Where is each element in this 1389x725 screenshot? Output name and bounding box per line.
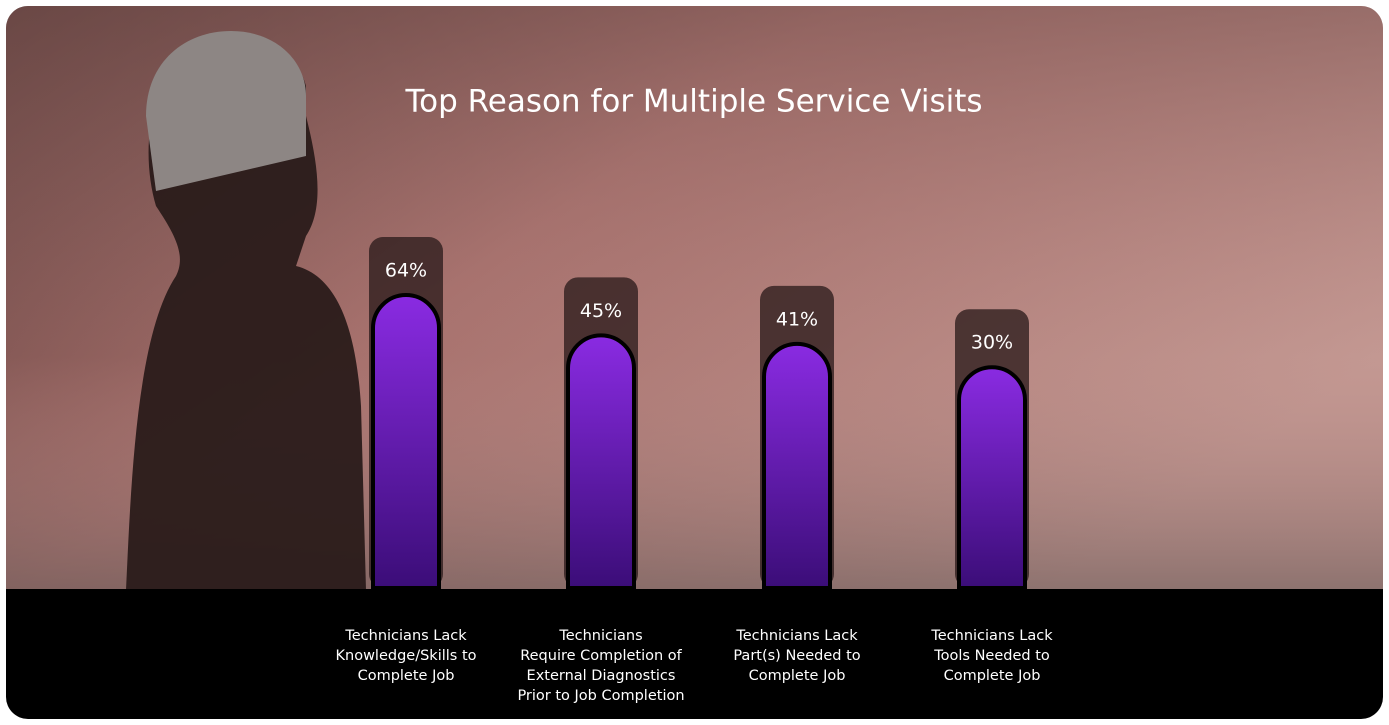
bar: [762, 341, 832, 590]
chart-card: Top Reason for Multiple Service Visits 6…: [6, 6, 1383, 719]
bar: [566, 333, 636, 590]
value-label: 41%: [776, 308, 818, 330]
value-label: 30%: [971, 332, 1013, 354]
chart: Top Reason for Multiple Service Visits 6…: [6, 6, 1383, 719]
value-label: 45%: [580, 300, 622, 322]
bar: [371, 293, 441, 590]
value-label: 64%: [385, 260, 427, 282]
footer-band: [6, 589, 1383, 719]
bar: [957, 365, 1027, 590]
category-label: Technicians Lack Tools Needed to Complet…: [931, 628, 1053, 684]
chart-title: Top Reason for Multiple Service Visits: [404, 84, 982, 120]
category-label: Technicians Lack Knowledge/Skills to Com…: [335, 628, 477, 684]
helmet: [146, 31, 306, 191]
category-label: Technicians Lack Part(s) Needed to Compl…: [733, 628, 861, 684]
category-label: Technicians Require Completion of Extern…: [517, 628, 685, 704]
